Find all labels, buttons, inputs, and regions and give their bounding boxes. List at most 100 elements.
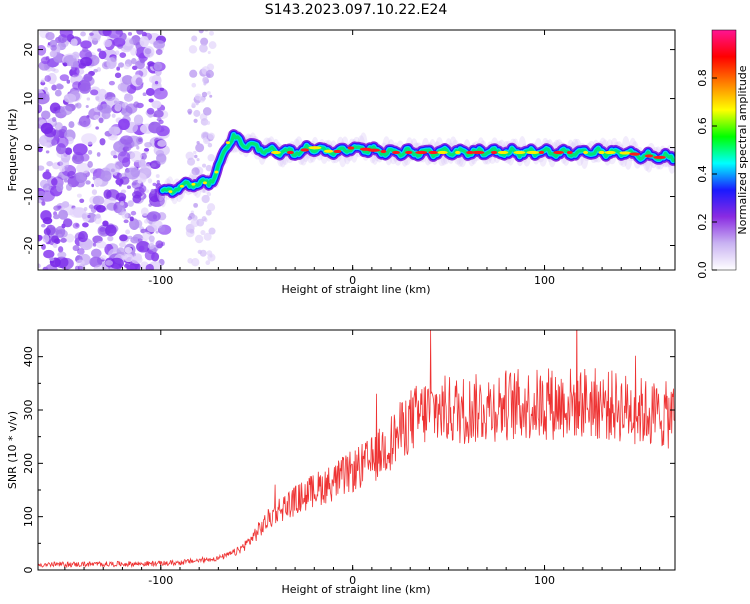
noise-blob (148, 235, 155, 242)
noise-blob (205, 209, 212, 216)
ridge-hotspot (202, 181, 207, 185)
y-tick-label: 20 (22, 43, 35, 57)
noise-blob (123, 93, 134, 102)
noise-blob (78, 115, 91, 127)
noise-blob (187, 215, 193, 221)
noise-blob (191, 102, 196, 107)
noise-blob (103, 39, 113, 48)
noise-blob (147, 178, 153, 184)
noise-blob (204, 138, 209, 143)
ridge-hotspot (490, 150, 498, 155)
ridge-hotspot (179, 184, 184, 188)
spectrogram-xlabel: Height of straight line (km) (281, 283, 430, 296)
noise-blob (188, 45, 198, 54)
noise-blob (205, 69, 214, 79)
ridge-hotspot (455, 150, 461, 155)
ridge-hotspot (598, 150, 605, 155)
noise-blob (38, 45, 47, 56)
noise-blob (117, 82, 131, 92)
noise-blob (93, 114, 100, 120)
noise-blob (155, 48, 163, 56)
noise-blob (189, 229, 195, 234)
noise-blob (197, 249, 203, 255)
ridge-hotspot (497, 150, 509, 155)
noise-blob (49, 50, 57, 58)
noise-blob (44, 75, 52, 82)
noise-blob (148, 98, 154, 103)
colorbar-tick-label: 0.6 (696, 117, 709, 135)
noise-blob (42, 171, 52, 180)
noise-blob (146, 211, 161, 222)
ridge-hotspot (619, 151, 631, 155)
noise-blob (38, 263, 41, 269)
noise-blob (57, 246, 64, 253)
ridge-hotspot (466, 150, 474, 155)
ridge-hotspot (323, 149, 334, 153)
noise-blob (79, 198, 85, 204)
noise-blob (187, 157, 196, 166)
noise-blob (91, 183, 95, 188)
noise-blob (90, 248, 102, 258)
noise-blob (95, 204, 106, 213)
y-tick-label: -10 (22, 188, 35, 206)
noise-blob (124, 167, 140, 180)
noise-blob (61, 223, 66, 229)
noise-blob (110, 150, 117, 157)
noise-blob (142, 92, 147, 97)
noise-blob (206, 192, 212, 197)
noise-blob (135, 60, 145, 70)
noise-blob (205, 260, 211, 266)
noise-blob (45, 264, 58, 270)
ridge-hotspot (437, 150, 448, 155)
noise-blob (53, 205, 61, 211)
spectrogram-ylabel: Frequency (Hz) (6, 109, 19, 192)
noise-blob (59, 157, 70, 169)
noise-blob (194, 234, 204, 244)
noise-blob (129, 216, 134, 222)
colorbar-label: Normalized spectral amplitude (736, 65, 749, 234)
noise-blob (207, 132, 215, 140)
noise-blob (80, 40, 92, 49)
ridge-hotspot (526, 150, 540, 155)
noise-blob (59, 30, 73, 38)
noise-blob (71, 66, 75, 71)
noise-blob (43, 249, 55, 259)
x-tick-label: -100 (148, 274, 173, 287)
noise-blob (209, 30, 214, 36)
noise-blob (66, 79, 71, 84)
noise-blob (187, 108, 193, 114)
noise-blob (97, 88, 107, 100)
snr-xlabel: Height of straight line (km) (281, 583, 430, 596)
noise-blob (57, 251, 67, 259)
noise-blob (124, 246, 133, 254)
noise-blob (55, 83, 63, 90)
noise-blob (63, 93, 77, 103)
noise-blob (207, 91, 211, 95)
y-tick-label: 0 (22, 144, 35, 151)
noise-blob (78, 62, 87, 69)
noise-blob (154, 80, 159, 85)
noise-blob (145, 263, 154, 270)
noise-blob (54, 89, 62, 97)
x-tick-label: 100 (534, 574, 555, 587)
noise-blob (91, 189, 98, 195)
noise-blob (148, 76, 156, 83)
y-tick-label: 100 (22, 506, 35, 527)
noise-blob (100, 255, 107, 261)
noise-blob (98, 117, 104, 124)
noise-blob (38, 234, 43, 242)
noise-blob (133, 114, 144, 126)
noise-blob (135, 77, 143, 86)
noise-blob (144, 48, 152, 55)
ridge-hotspot (653, 155, 666, 159)
noise-blob (59, 74, 70, 82)
noise-blob (87, 214, 91, 219)
noise-blob (144, 249, 155, 261)
noise-blob (155, 240, 164, 249)
noise-blob (191, 82, 197, 88)
figure-title: S143.2023.097.10.22.E24 (265, 2, 448, 18)
noise-blob (137, 238, 143, 243)
